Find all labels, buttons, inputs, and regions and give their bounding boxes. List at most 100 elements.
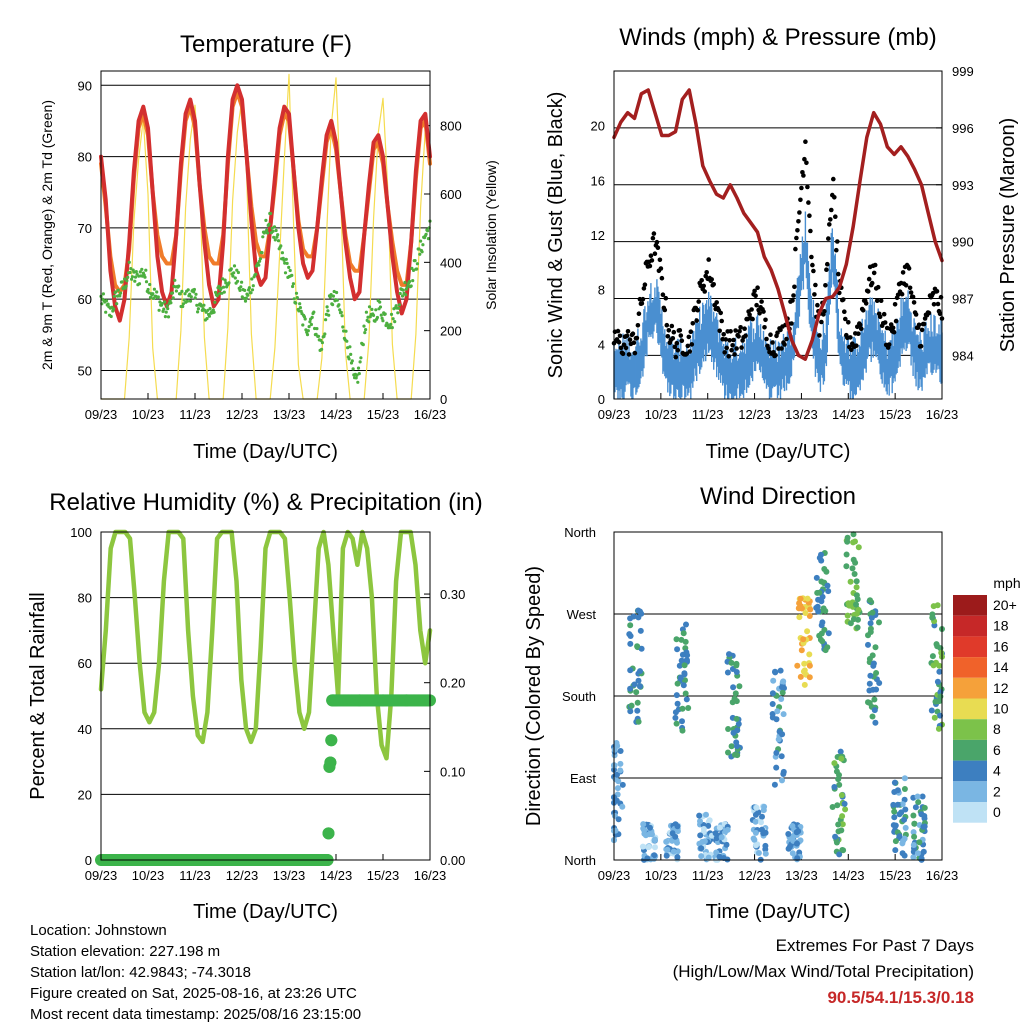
wind-direction-point (894, 801, 901, 808)
wind-direction-point (786, 843, 793, 850)
wind-direction-point (752, 818, 759, 825)
wind-direction-point (627, 685, 634, 692)
wind-direction-point (836, 781, 843, 788)
wind-direction-point (683, 621, 689, 628)
wind-gust-series-point (714, 300, 719, 305)
dewpoint-series-point (397, 303, 401, 307)
wind-gust-series-point (913, 312, 919, 317)
x-tick-label: 11/23 (692, 407, 724, 422)
wind-direction-point (921, 813, 928, 819)
dewpoint-series-point (196, 310, 200, 314)
dewpoint-series-point (388, 326, 392, 330)
legend-swatch (953, 739, 987, 761)
wind-direction-point (839, 821, 846, 828)
wind-direction-point (712, 830, 719, 837)
wind-direction-point (869, 609, 876, 616)
wind-direction-point (750, 835, 757, 842)
wind-direction-point (837, 748, 844, 755)
wind-direction-point (892, 838, 899, 845)
wind-direction-point (703, 811, 709, 818)
wind-direction-point (674, 823, 681, 830)
wind-direction-point (931, 714, 938, 721)
wind-direction-point (734, 727, 741, 734)
wind-gust-series-point (736, 334, 741, 339)
dewpoint-series-point (207, 314, 211, 318)
wind-gust-series-point (907, 285, 913, 291)
wind-direction-point (637, 683, 643, 690)
y-tick-label: 4 (598, 337, 605, 352)
dewpoint-series-point (389, 312, 394, 316)
wind-direction-point (871, 696, 878, 703)
dewpoint-series-point (152, 296, 156, 300)
wind-gust-series-point (775, 330, 780, 336)
wind-gust-series-point (934, 289, 940, 294)
dewpoint-series-point (298, 306, 302, 310)
dewpoint-series-point (166, 307, 170, 311)
dewpoint-series-point (146, 287, 150, 292)
wind-gust-series-point (938, 294, 944, 300)
wind-direction-point (892, 847, 899, 854)
wind-direction-point (762, 829, 769, 836)
dewpoint-series-point (419, 239, 423, 243)
x-tick-label: 09/23 (598, 868, 631, 883)
station-info: Location: Johnstown Station elevation: 2… (30, 920, 361, 1025)
dewpoint-series-point (323, 332, 327, 336)
dewpoint-series-point (291, 282, 295, 286)
x-tick-label: 16/23 (414, 407, 447, 422)
wind-gust-series-point (903, 283, 909, 288)
wind-direction-point (778, 696, 785, 702)
y-tick-label: 80 (78, 150, 92, 165)
dewpoint-series-point (378, 300, 382, 304)
y-tick-label: West (567, 607, 597, 622)
dewpoint-series-point (147, 291, 151, 295)
wind-gust-series-point (677, 328, 683, 333)
dewpoint-series-point (242, 296, 246, 300)
dewpoint-series-point (339, 310, 343, 314)
dewpoint-series-point (258, 257, 262, 261)
legend-label: 10 (993, 701, 1009, 717)
wind-gust-series-point (860, 308, 866, 313)
dewpoint-series-point (124, 284, 128, 288)
wind-gust-series-point (926, 310, 932, 316)
wind-gust-series-point (935, 301, 941, 307)
wind-direction-point (672, 833, 679, 840)
wind-gust-series-point (727, 338, 732, 343)
wind-direction-point (853, 584, 860, 591)
wind-direction-point (911, 820, 918, 827)
dewpoint-series-point (109, 314, 113, 319)
wind-direction-point (866, 680, 873, 687)
extremes-values: 90.5/54.1/15.3/0.18 (827, 988, 974, 1007)
wind-gust-series-point (664, 322, 670, 328)
wind-gust-series-point (675, 347, 681, 353)
wind-direction-point (753, 842, 759, 849)
x-tick-label: 09/23 (598, 407, 631, 422)
dewpoint-series-point (128, 270, 132, 275)
dewpoint-series-point (391, 317, 395, 321)
dewpoint-series-point (341, 325, 345, 329)
wind-gust-series-point (639, 301, 645, 306)
wind-gust-series-point (721, 332, 726, 337)
wind-direction-point (794, 662, 801, 669)
x-tick-label: 13/23 (785, 868, 818, 883)
precip-point (322, 827, 335, 840)
latlon-text: Station lat/lon: 42.9843; -74.3018 (30, 964, 252, 981)
dewpoint-series-point (327, 313, 331, 317)
dewpoint-series-point (224, 281, 228, 285)
wind-gust-series-point (734, 346, 739, 351)
x-tick-label: 11/23 (692, 868, 724, 883)
wind-gust-series-point (890, 325, 896, 331)
dewpoint-series-point (398, 291, 402, 296)
wind-direction-point (780, 678, 787, 685)
wind-gust-series-point (789, 321, 794, 326)
wind-direction-point (617, 767, 624, 774)
dewpoint-series-point (424, 232, 428, 236)
wind-direction-point (773, 764, 780, 771)
wind-direction-point (674, 680, 681, 687)
wind-gust-series-point (685, 343, 691, 349)
wind-direction-point (676, 662, 683, 669)
chart-panel-2: Winds (mph) & Pressure (mb) Time (Day/UTC… (545, 24, 1019, 463)
wind-gust-series-point (624, 333, 630, 339)
dewpoint-series-point (112, 307, 116, 311)
wind-direction-point (876, 619, 882, 626)
